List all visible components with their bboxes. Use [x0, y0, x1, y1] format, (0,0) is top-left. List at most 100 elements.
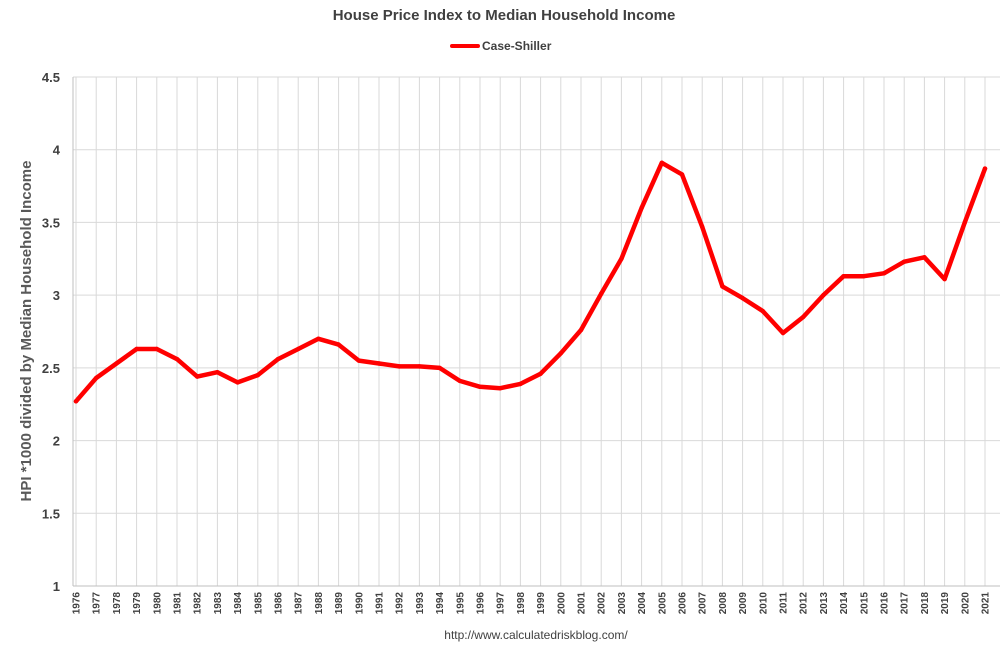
x-tick-label: 1986 — [274, 592, 285, 615]
x-tick-label: 2005 — [657, 592, 668, 615]
data-point — [437, 365, 442, 371]
x-tick-label: 1984 — [233, 592, 244, 615]
data-point — [821, 292, 826, 298]
x-tick-label: 2001 — [577, 592, 588, 615]
legend-label-case-shiller: Case-Shiller — [482, 39, 552, 53]
x-tick-label: 2016 — [880, 592, 891, 615]
x-tick-label: 2015 — [859, 592, 870, 615]
x-tick-label: 1976 — [72, 592, 83, 615]
data-point — [134, 346, 139, 352]
y-tick-label: 4 — [53, 143, 61, 158]
data-point — [740, 295, 745, 301]
data-point — [336, 342, 341, 347]
x-tick-label: 1979 — [132, 592, 143, 615]
x-tick-label: 2020 — [960, 592, 971, 615]
data-point — [154, 346, 159, 352]
data-point — [700, 224, 705, 229]
x-tick-label: 2004 — [637, 592, 648, 615]
data-point — [174, 356, 180, 362]
x-tick-label: 1982 — [193, 592, 204, 615]
x-tick-label: 1991 — [375, 592, 386, 615]
x-tick-label: 2014 — [839, 592, 850, 615]
data-point — [922, 255, 927, 260]
data-point — [962, 220, 967, 225]
x-tick-label: 1978 — [112, 592, 123, 615]
x-tick-label: 1988 — [314, 592, 325, 615]
data-point — [942, 276, 947, 282]
x-axis-ticks: 1976 1977 1978 1979 1980 1981 1982 1983 1984 1985… — [72, 592, 992, 615]
y-tick-label: 1 — [53, 579, 60, 594]
x-tick-label: 2013 — [819, 592, 830, 615]
y-tick-label: 4.5 — [42, 70, 60, 85]
x-tick-label: 1995 — [455, 592, 466, 615]
data-point — [558, 351, 563, 356]
data-point — [760, 308, 765, 314]
y-tick-label: 2.5 — [42, 361, 60, 376]
data-point — [215, 370, 220, 375]
data-point — [902, 259, 907, 264]
x-tick-label: 2019 — [940, 592, 951, 615]
data-point — [477, 384, 483, 389]
x-tick-label: 1994 — [435, 592, 446, 615]
data-point — [679, 172, 685, 177]
data-point — [841, 274, 846, 279]
data-point — [538, 371, 543, 376]
data-point — [235, 380, 240, 385]
series-case-shiller — [73, 160, 988, 404]
data-point — [275, 356, 281, 362]
data-point — [578, 327, 584, 333]
data-point — [801, 314, 806, 320]
x-tick-label: 1977 — [92, 592, 103, 615]
x-tick-label: 2021 — [981, 592, 992, 615]
x-tick-label: 2009 — [738, 592, 749, 615]
x-tick-label: 1985 — [253, 592, 264, 615]
data-point — [619, 256, 624, 261]
data-point — [659, 160, 664, 165]
x-tick-label: 1990 — [354, 592, 365, 615]
x-tick-label: 1987 — [294, 592, 305, 615]
x-tick-label: 1989 — [334, 592, 345, 615]
x-tick-label: 2018 — [920, 592, 931, 615]
x-tick-label: 1983 — [213, 592, 224, 615]
data-point — [518, 381, 523, 387]
x-tick-label: 2003 — [617, 592, 628, 615]
x-tick-label: 1993 — [415, 592, 426, 615]
data-point — [356, 358, 361, 363]
x-tick-label: 1998 — [516, 592, 527, 615]
data-point — [376, 361, 382, 366]
x-tick-label: 1997 — [496, 592, 507, 615]
series-line-case-shiller — [73, 160, 988, 404]
y-tick-label: 3 — [53, 288, 60, 303]
x-tick-label: 1992 — [395, 592, 406, 615]
x-tick-label: 2012 — [799, 592, 810, 615]
x-tick-label: 2000 — [556, 592, 567, 615]
data-point — [296, 346, 301, 352]
x-tick-label: 1999 — [536, 592, 547, 615]
data-point — [417, 364, 422, 369]
y-tick-label: 1.5 — [42, 506, 60, 521]
x-tick-label: 2011 — [779, 592, 790, 614]
source-url: http://www.calculatedriskblog.com/ — [444, 628, 628, 642]
data-point — [457, 378, 462, 384]
data-point — [114, 361, 119, 366]
data-point — [982, 166, 988, 171]
x-tick-label: 2008 — [718, 592, 729, 615]
data-point — [498, 386, 503, 391]
data-point — [599, 291, 604, 296]
data-point — [316, 336, 321, 341]
y-axis-ticks: 1 1.5 2 2.5 3 3.5 4 4.5 — [42, 70, 61, 594]
y-axis-title: HPI *1000 divided by Median Household In… — [18, 161, 35, 502]
y-tick-label: 3.5 — [42, 215, 60, 230]
data-point — [639, 205, 644, 211]
x-tick-label: 2006 — [678, 592, 689, 615]
data-point — [73, 399, 79, 404]
data-point — [94, 375, 99, 381]
gridlines — [73, 76, 1000, 587]
x-tick-label: 2017 — [900, 592, 911, 615]
y-tick-label: 2 — [53, 434, 60, 449]
data-point — [255, 372, 260, 378]
data-point — [861, 274, 866, 279]
chart-title: House Price Index to Median Household In… — [333, 7, 676, 24]
